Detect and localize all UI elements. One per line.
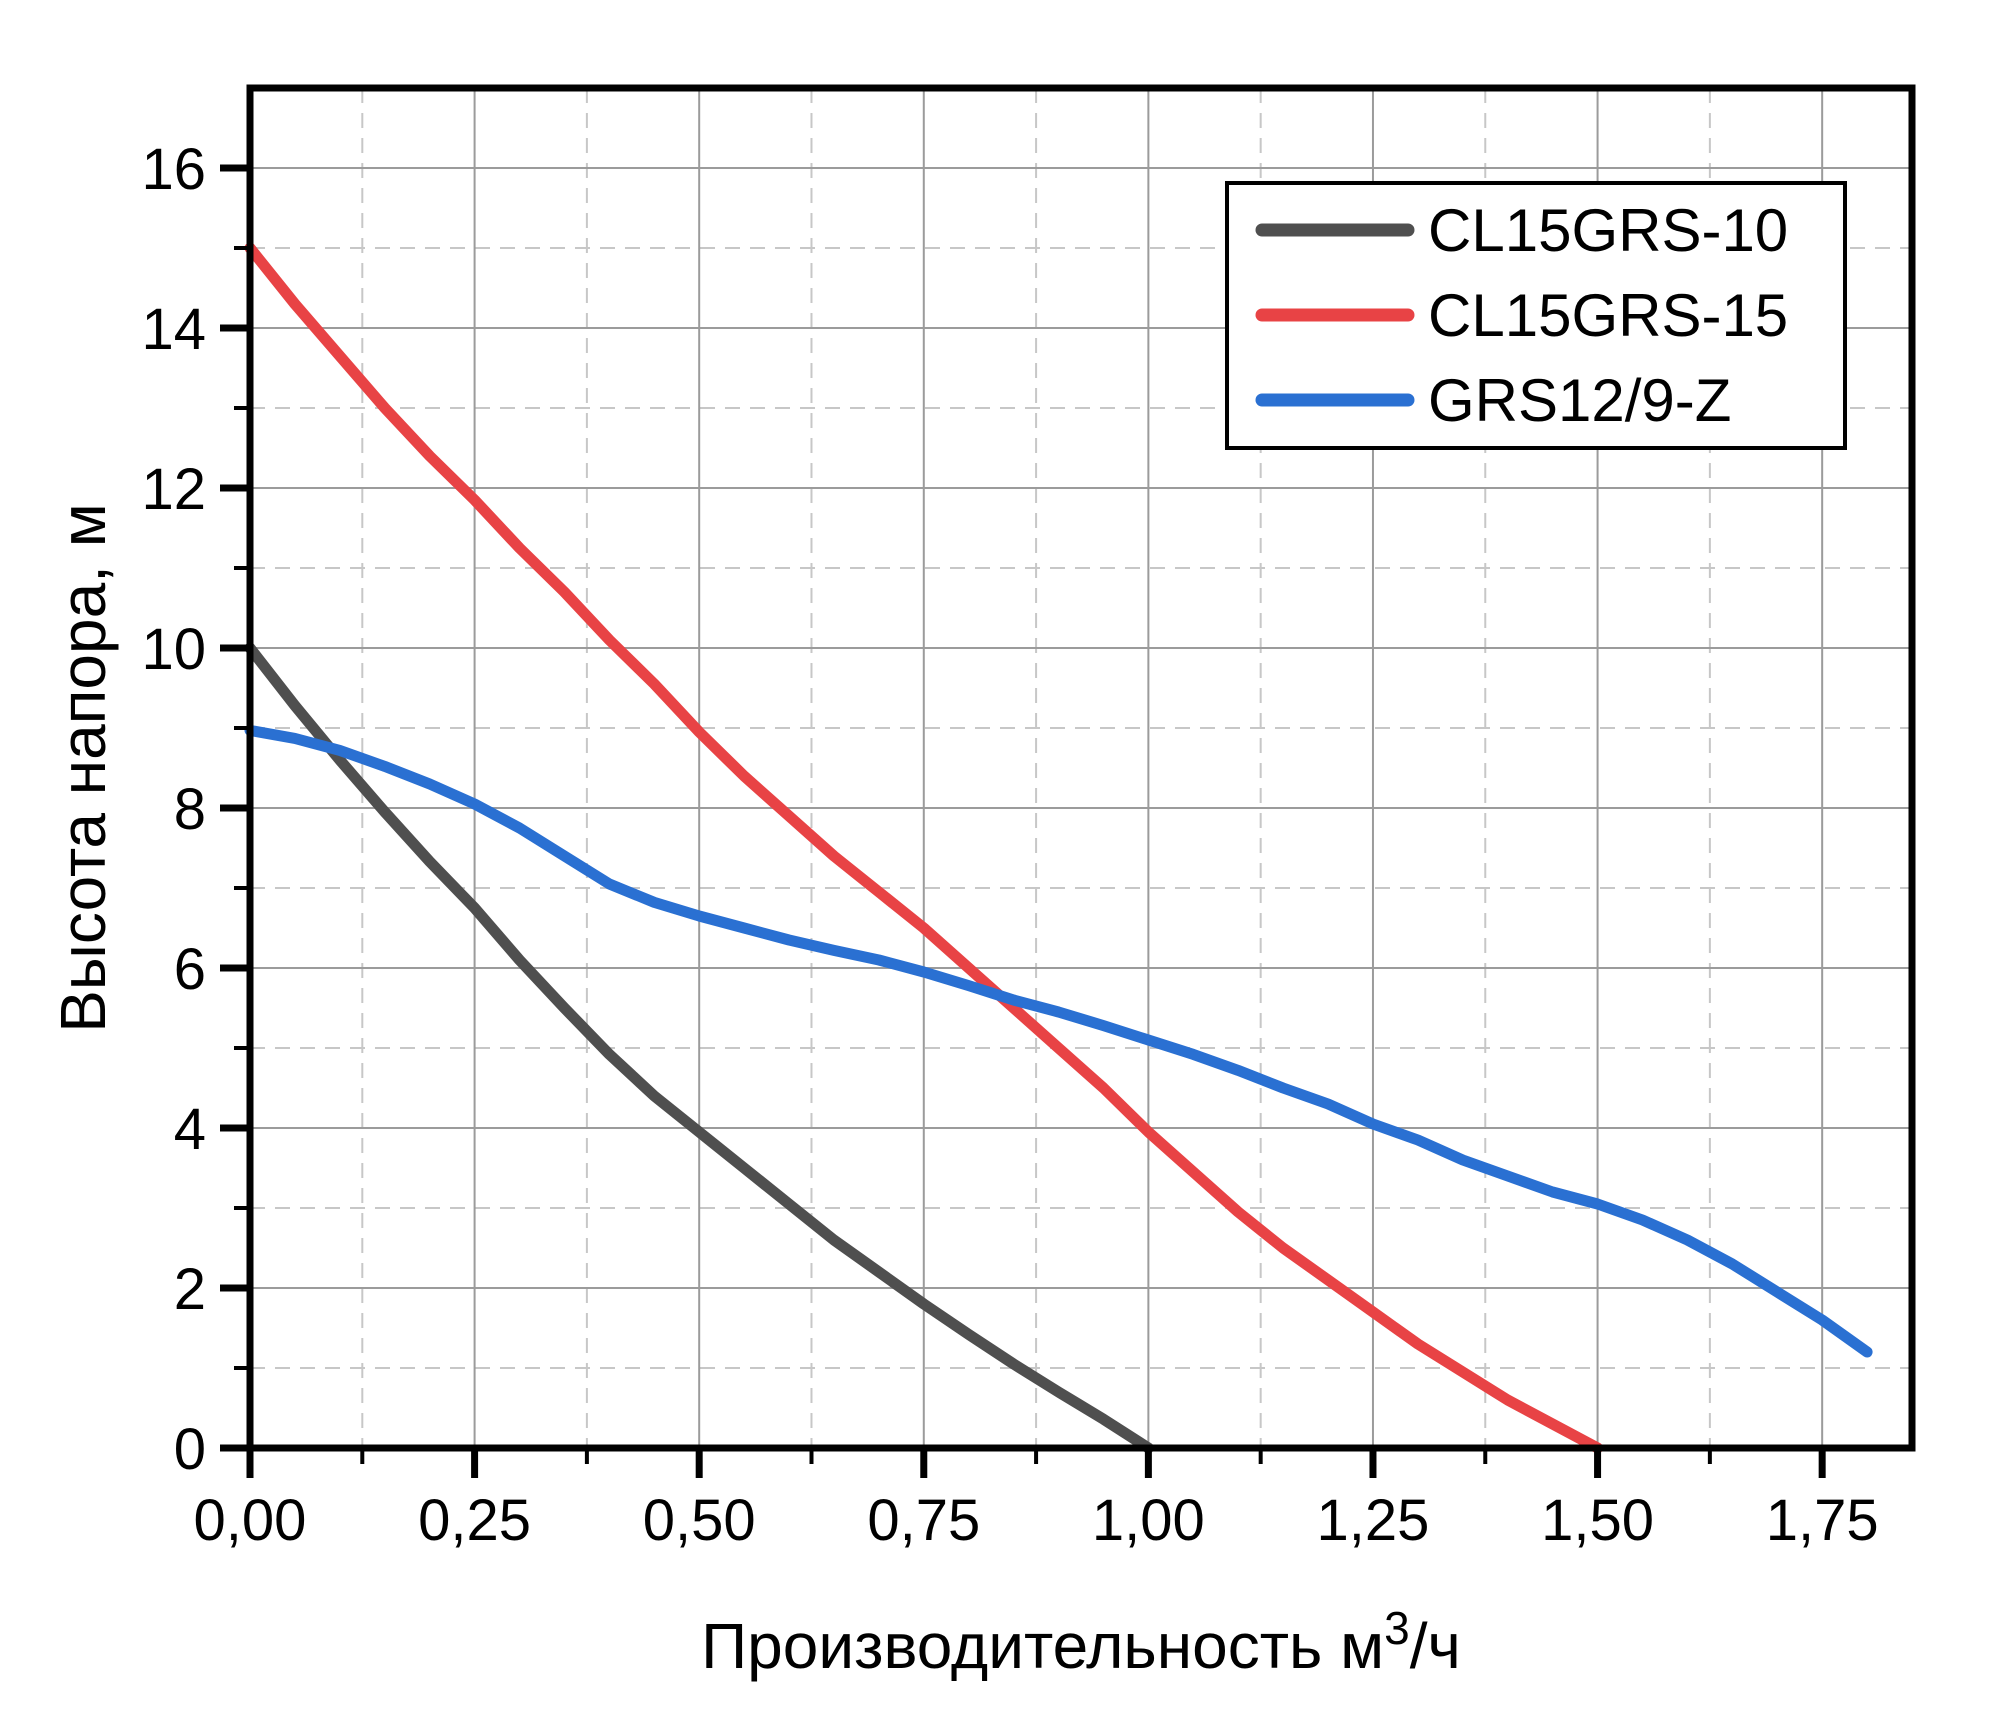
y-tick-label: 2 — [174, 1257, 206, 1322]
plot-frame — [246, 84, 1916, 1452]
x-tick-labels: 0,00 0,25 0,50 0,75 1,00 1,25 1,50 1,75 — [194, 1488, 1879, 1553]
curve-CL15GRS-15 — [244, 242, 1604, 1454]
legend: CL15GRS-10 CL15GRS-15 GRS12/9-Z — [1225, 181, 1847, 450]
x-tick-label: 0,25 — [418, 1488, 531, 1553]
y-tick-label: 14 — [141, 297, 206, 362]
x-tick-label: 1,00 — [1092, 1488, 1205, 1553]
x-axis-title-superscript: 3 — [1384, 1602, 1410, 1654]
y-tick-label: 8 — [174, 777, 206, 842]
y-tick-label: 6 — [174, 937, 206, 1002]
y-tick-label: 16 — [141, 137, 206, 202]
x-tick-label: 0,75 — [867, 1488, 980, 1553]
x-tick-label: 1,25 — [1317, 1488, 1430, 1553]
y-tick-label: 10 — [141, 617, 206, 682]
tick-marks — [220, 164, 1826, 1478]
axes-frame — [246, 84, 1916, 1452]
y-tick-labels: 0 2 4 6 8 10 12 14 16 — [141, 137, 206, 1482]
legend-label-GRS12/9-Z: GRS12/9-Z — [1428, 367, 1731, 434]
y-tick-label: 4 — [174, 1097, 206, 1162]
pump-curves — [244, 242, 1873, 1454]
x-tick-label: 0,00 — [194, 1488, 307, 1553]
y-tick-label: 12 — [141, 457, 206, 522]
legend-label-CL15GRS-15: CL15GRS-15 — [1428, 282, 1788, 349]
curve-GRS12/9-Z — [244, 724, 1873, 1358]
curve-CL15GRS-10 — [244, 642, 1154, 1454]
x-axis-title: Производительность м3/ч — [701, 1602, 1461, 1682]
y-tick-label: 0 — [174, 1417, 206, 1482]
legend-label-CL15GRS-10: CL15GRS-10 — [1428, 197, 1788, 264]
x-tick-label: 0,50 — [643, 1488, 756, 1553]
x-tick-label: 1,50 — [1541, 1488, 1654, 1553]
y-axis-title: Высота напора, м — [47, 503, 119, 1033]
x-tick-label: 1,75 — [1766, 1488, 1879, 1553]
